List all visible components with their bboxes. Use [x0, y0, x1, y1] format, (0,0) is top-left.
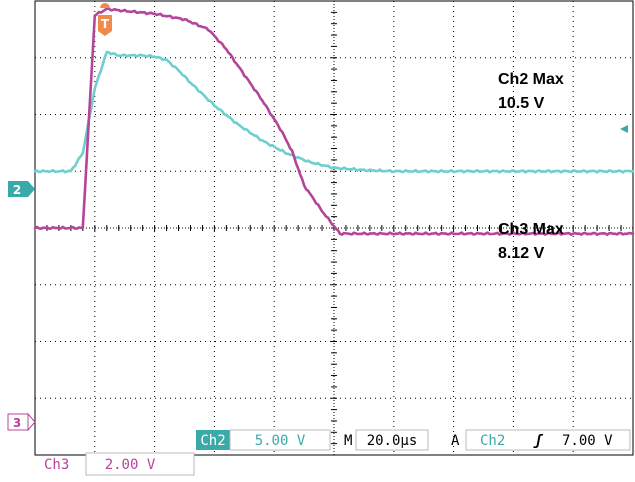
ch2-scale-badge	[196, 430, 230, 450]
ch3-max-value: 8.12 V	[498, 245, 545, 262]
ch2-ground-marker: 2	[8, 181, 35, 197]
ch3-scale-value: 2.00 V	[105, 457, 156, 473]
ch3-marker-label: 3	[13, 416, 21, 430]
ch2-scale-channel: Ch2	[200, 433, 225, 449]
ch2-trace	[33, 50, 635, 174]
trigger-marker-label: T	[101, 17, 110, 31]
status-bar-timebase: M 20.0µs	[344, 429, 429, 451]
ch3-trace	[33, 7, 635, 237]
timebase-prefix: M	[344, 433, 352, 449]
status-bar-trigger: A Ch2 ʃ 7.00 V	[451, 429, 631, 451]
ch2-max-value: 10.5 V	[498, 95, 545, 112]
ch3-ground-marker: 3	[7, 412, 36, 432]
ch2-scale-value: 5.00 V	[255, 433, 306, 449]
trigger-slope: ʃ	[533, 433, 544, 449]
ch2-max-label: Ch2 Max	[498, 71, 564, 88]
ch2-marker-label: 2	[13, 183, 21, 197]
status-bar-channel3: Ch3 2.00 V	[44, 452, 195, 476]
trigger-prefix: A	[451, 433, 460, 449]
timebase-value: 20.0µs	[367, 433, 418, 449]
trigger-position-marker: T	[98, 3, 112, 36]
status-bar-channel2: Ch2 5.00 V	[196, 429, 331, 451]
ch3-max-label: Ch3 Max	[498, 221, 564, 238]
trigger-level-marker	[620, 125, 628, 133]
trigger-level: 7.00 V	[562, 433, 613, 449]
trigger-source: Ch2	[480, 433, 505, 449]
ch3-scale-channel: Ch3	[44, 457, 69, 473]
